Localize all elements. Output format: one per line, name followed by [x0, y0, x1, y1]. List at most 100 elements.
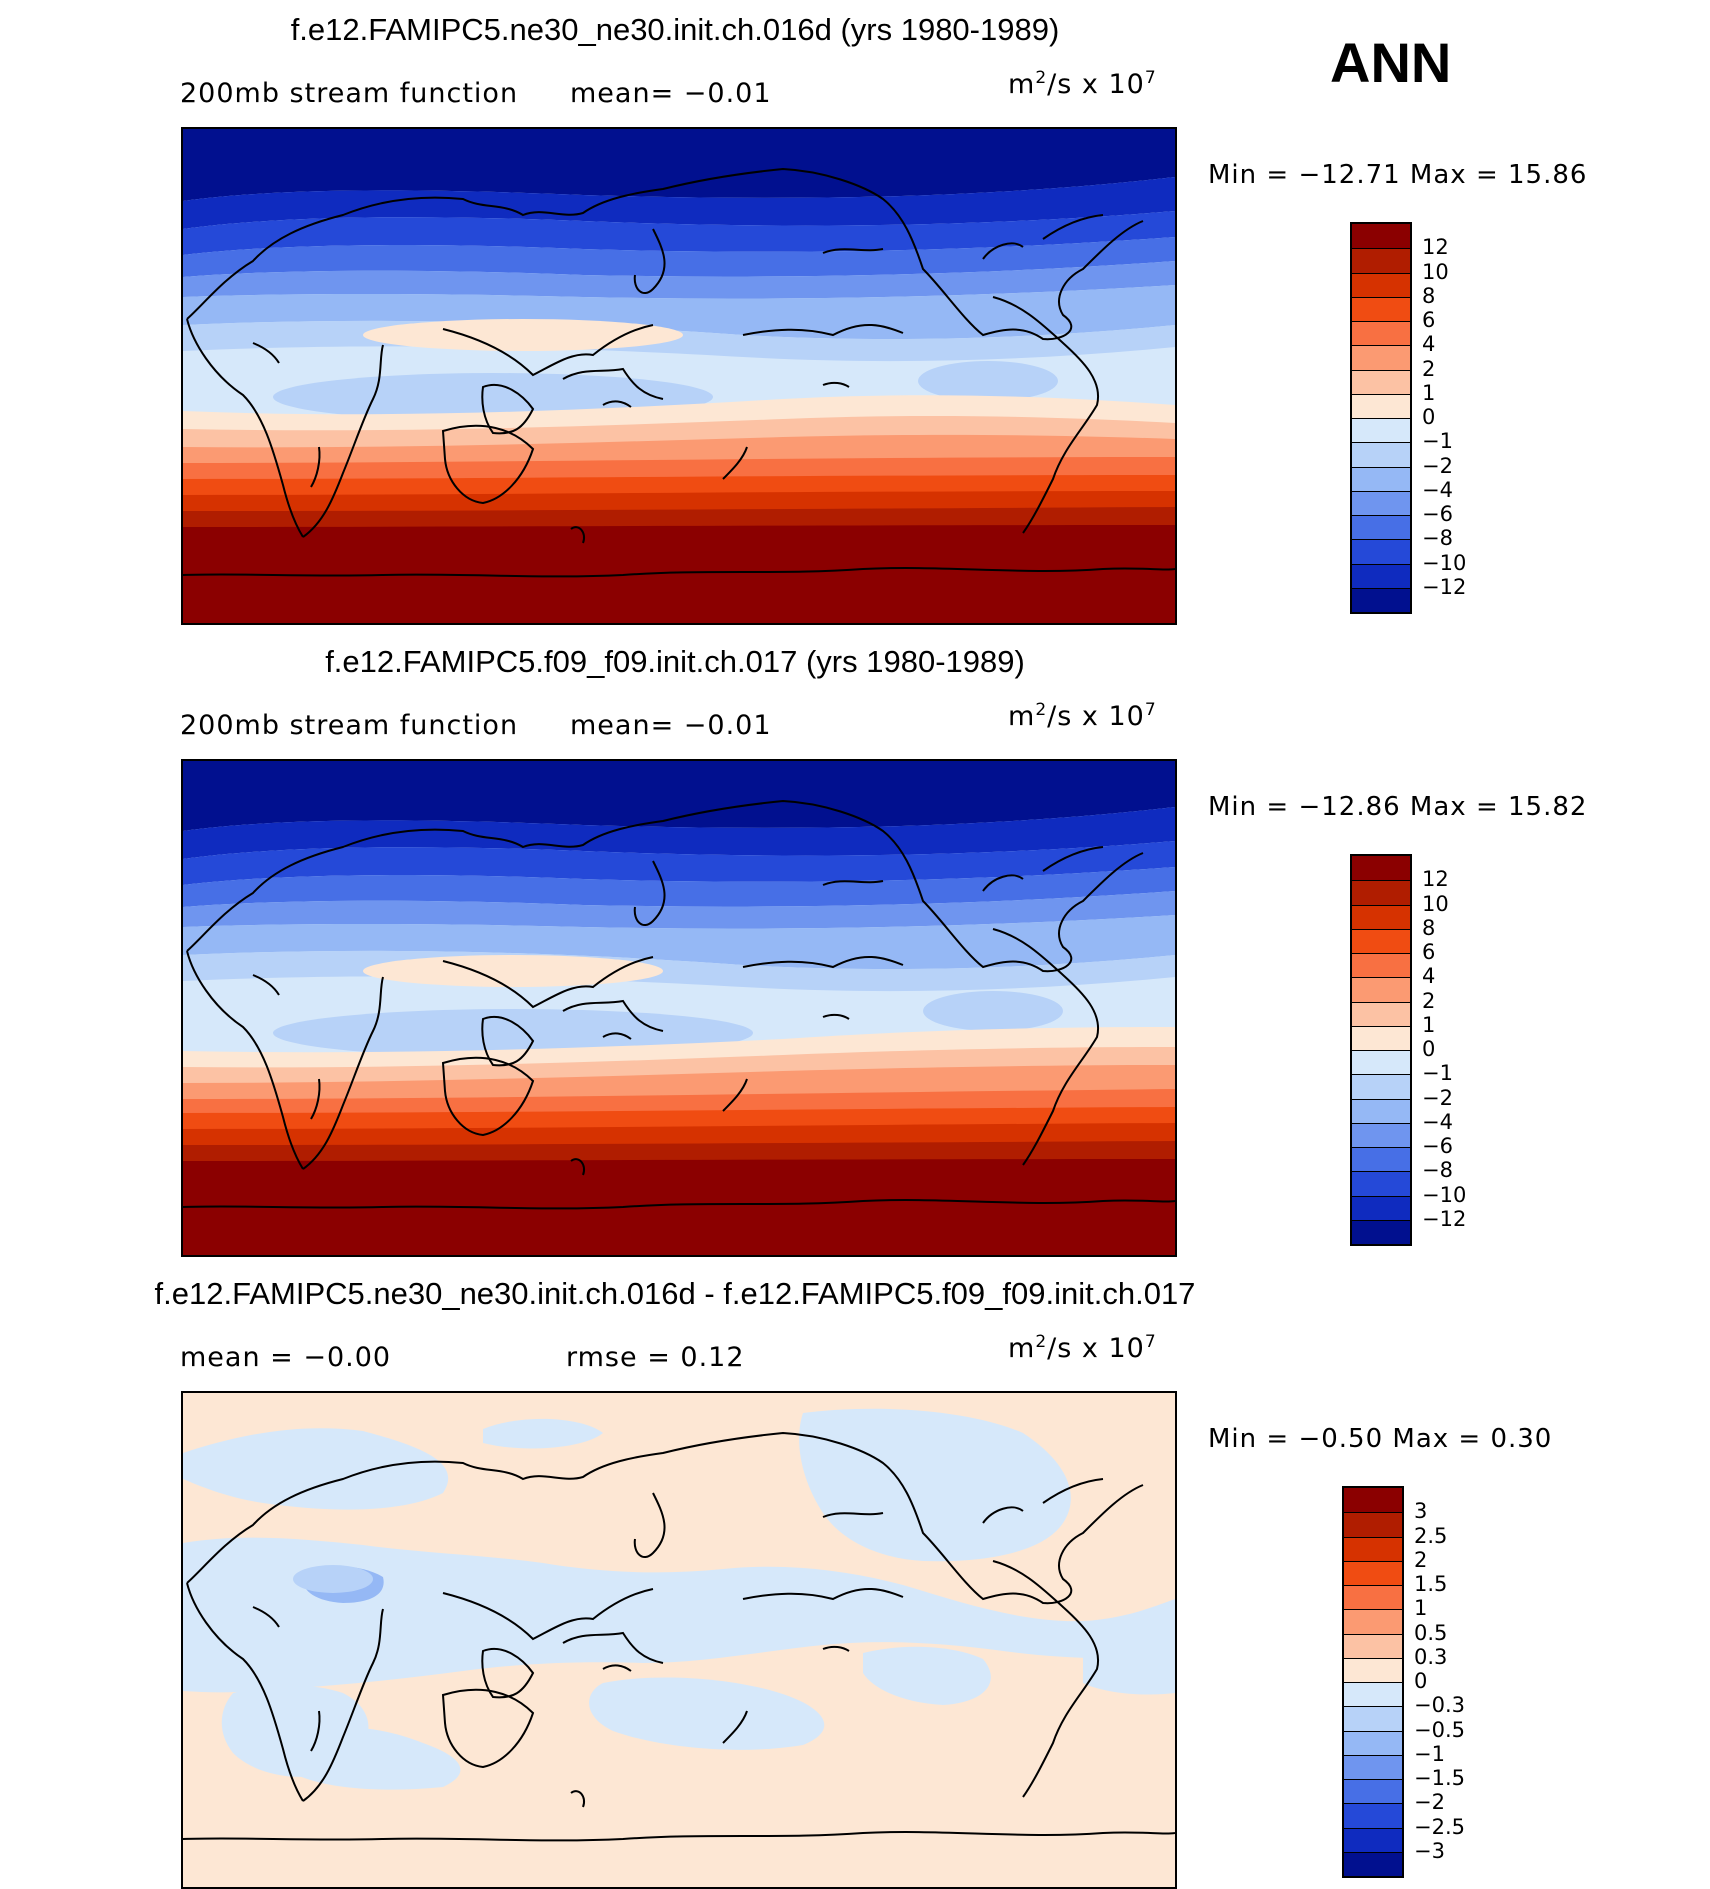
panel-1-contour-bands: [183, 129, 1175, 623]
colorbar-tick-label: −2: [1414, 1790, 1445, 1815]
panel-2-mean: mean= −0.01: [570, 710, 772, 741]
colorbar-swatch: [1352, 953, 1410, 978]
panel-1-units: m2/s x 107: [1008, 68, 1157, 100]
panel-1-field-label: 200mb stream function: [180, 78, 519, 109]
panel-3-rmse: rmse = 0.12: [566, 1342, 745, 1373]
colorbar-tick-label: −1: [1422, 1061, 1453, 1086]
colorbar-swatch: [1344, 1827, 1402, 1852]
colorbar-swatch: [1352, 224, 1410, 249]
panel-2-coastlines: [183, 799, 1175, 1210]
colorbar-tick-label: 4: [1422, 964, 1436, 989]
panel-2-contour-bands: [183, 761, 1175, 1255]
colorbar-swatch: [1352, 1050, 1410, 1075]
colorbar-tick-label: −0.5: [1414, 1717, 1465, 1742]
colorbar-swatch: [1352, 393, 1410, 418]
colorbar-tick-label: 0: [1414, 1669, 1428, 1693]
colorbar-tick-label: 2.5: [1414, 1523, 1448, 1548]
colorbar-tick-label: −4: [1422, 1109, 1453, 1134]
colorbar-swatch: [1352, 1025, 1410, 1050]
colorbar-swatch: [1344, 1730, 1402, 1755]
colorbar-tick-label: −10: [1422, 550, 1467, 575]
colorbar-swatch: [1344, 1536, 1402, 1561]
panel-2-title: f.e12.FAMIPC5.f09_f09.init.ch.017 (yrs 1…: [325, 644, 1025, 679]
colorbar-tick-label: −1: [1422, 429, 1453, 454]
colorbar-tick-label: 12: [1422, 235, 1449, 260]
season-label: ANN: [1330, 31, 1452, 94]
colorbar-swatch: [1352, 587, 1410, 612]
colorbar-tick-label: −8: [1422, 1158, 1453, 1183]
panel-1-coastlines: [183, 167, 1175, 578]
colorbar-swatch: [1352, 466, 1410, 491]
colorbar-tick-label: 8: [1422, 283, 1436, 308]
colorbar-tick-label: 8: [1422, 915, 1436, 940]
colorbar-tick-label: 3: [1414, 1499, 1428, 1524]
colorbar-tick-label: −2.5: [1414, 1814, 1465, 1839]
colorbar-swatch: [1344, 1803, 1402, 1828]
colorbar-tick-label: 1: [1422, 1012, 1436, 1037]
colorbar-swatch: [1352, 904, 1410, 929]
colorbar-swatch: [1344, 1585, 1402, 1610]
panel-1-map: [181, 127, 1177, 625]
colorbar-swatch: [1352, 272, 1410, 297]
panel-2-units: m2/s x 107: [1008, 700, 1157, 732]
panel-3-mean: mean = −0.00: [180, 1342, 392, 1373]
colorbar-swatch: [1344, 1609, 1402, 1634]
panel-3-colorbar: [1342, 1486, 1404, 1878]
colorbar-tick-label: 4: [1422, 332, 1436, 357]
colorbar-swatch: [1352, 515, 1410, 540]
colorbar-swatch: [1344, 1657, 1402, 1682]
colorbar-swatch: [1352, 1122, 1410, 1147]
colorbar-swatch: [1352, 1195, 1410, 1220]
colorbar-tick-label: −12: [1422, 574, 1467, 599]
colorbar-swatch: [1352, 563, 1410, 588]
panel-3-title: f.e12.FAMIPC5.ne30_ne30.init.ch.016d - f…: [154, 1276, 1196, 1311]
colorbar-swatch: [1344, 1512, 1402, 1537]
panel-1-colorbar: [1350, 222, 1412, 614]
colorbar-tick-label: −6: [1422, 1134, 1453, 1158]
colorbar-tick-label: 2: [1414, 1547, 1428, 1572]
colorbar-swatch: [1352, 296, 1410, 321]
colorbar-tick-label: −3: [1414, 1838, 1445, 1863]
panel-3-contour-bands: [183, 1393, 1175, 1887]
colorbar-swatch: [1352, 490, 1410, 515]
colorbar-tick-label: −6: [1422, 502, 1453, 526]
colorbar-swatch: [1352, 539, 1410, 564]
colorbar-swatch: [1352, 856, 1410, 881]
colorbar-tick-label: −4: [1422, 477, 1453, 502]
colorbar-swatch: [1344, 1754, 1402, 1779]
colorbar-tick-label: 2: [1422, 988, 1436, 1013]
colorbar-tick-label: 6: [1422, 940, 1436, 964]
colorbar-swatch: [1352, 1074, 1410, 1099]
panel-2-colorbar: [1350, 854, 1412, 1246]
colorbar-tick-label: 6: [1422, 308, 1436, 332]
colorbar-tick-label: −8: [1422, 526, 1453, 551]
colorbar-swatch: [1352, 1147, 1410, 1172]
colorbar-swatch: [1344, 1706, 1402, 1731]
colorbar-swatch: [1352, 248, 1410, 273]
colorbar-swatch: [1352, 1219, 1410, 1244]
panel-3-units: m2/s x 107: [1008, 1332, 1157, 1364]
colorbar-tick-label: 0: [1422, 405, 1436, 429]
colorbar-tick-label: 0.5: [1414, 1620, 1448, 1645]
colorbar-swatch: [1344, 1633, 1402, 1658]
colorbar-tick-label: 10: [1422, 259, 1449, 284]
colorbar-tick-label: −1.5: [1414, 1766, 1465, 1790]
panel-2-field-label: 200mb stream function: [180, 710, 519, 741]
colorbar-tick-label: −0.3: [1414, 1693, 1465, 1718]
colorbar-tick-label: −2: [1422, 453, 1453, 478]
colorbar-swatch: [1344, 1560, 1402, 1585]
panel-1-min-max: Min = −12.71 Max = 15.86: [1208, 160, 1588, 190]
colorbar-tick-label: 1: [1414, 1596, 1428, 1621]
colorbar-tick-label: −12: [1422, 1206, 1467, 1231]
colorbar-swatch: [1344, 1851, 1402, 1876]
colorbar-swatch: [1352, 442, 1410, 467]
colorbar-tick-label: 1.5: [1414, 1572, 1448, 1596]
panel-2-map: [181, 759, 1177, 1257]
panel-1-title: f.e12.FAMIPC5.ne30_ne30.init.ch.016d (yr…: [290, 12, 1060, 47]
colorbar-tick-label: 0: [1422, 1037, 1436, 1061]
panel-3-map: [181, 1391, 1177, 1889]
colorbar-tick-label: 1: [1422, 380, 1436, 405]
colorbar-swatch: [1344, 1488, 1402, 1513]
colorbar-tick-label: −1: [1414, 1741, 1445, 1766]
colorbar-swatch: [1352, 345, 1410, 370]
